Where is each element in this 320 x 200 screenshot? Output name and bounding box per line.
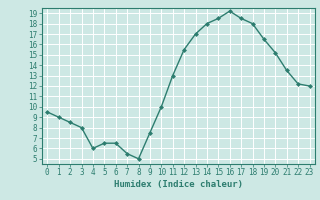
X-axis label: Humidex (Indice chaleur): Humidex (Indice chaleur) [114,180,243,189]
